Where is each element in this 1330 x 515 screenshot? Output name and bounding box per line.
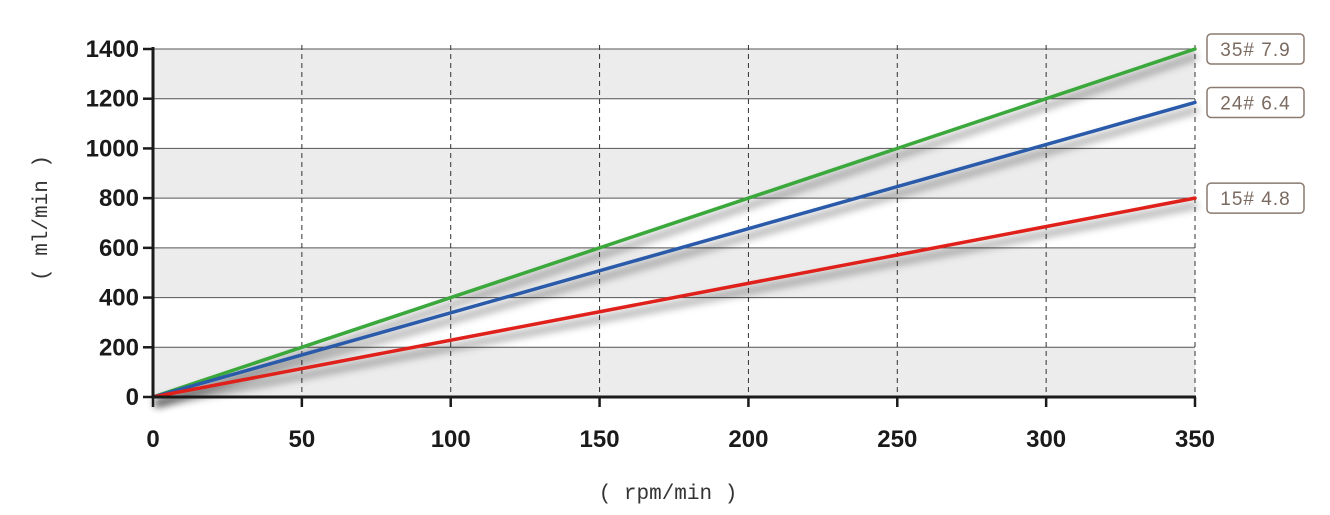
series-line-shadow: [154, 202, 1198, 407]
series-label-text: 15# 4.8: [1220, 189, 1290, 210]
y-tick-label: 1200: [86, 86, 139, 113]
x-axis-ticks: 0 50 100 150 200 250 300 350: [146, 397, 1215, 453]
y-tick-label: 600: [99, 235, 139, 262]
x-tick-label: 350: [1175, 426, 1215, 453]
x-tick-label: 150: [580, 426, 620, 453]
y-axis-ticks: 0 200 400 600 800 1000 1200 1400: [86, 36, 153, 411]
x-tick-label: 0: [146, 426, 159, 453]
series-label-box: [1206, 182, 1305, 214]
series-label: 15# 4.8: [1206, 182, 1305, 214]
y-tick-label: 800: [99, 185, 139, 212]
y-tick-label: 200: [99, 334, 139, 361]
y-tick-label: 1400: [86, 36, 139, 63]
series-line: [151, 47, 1197, 399]
x-axis-title: ( rpm/min ): [599, 483, 738, 506]
x-tick-label: 50: [289, 426, 316, 453]
y-tick-label: 1000: [86, 135, 139, 162]
x-tick-label: 300: [1026, 426, 1066, 453]
horizontal-gridlines: [153, 48, 1195, 348]
series-lines: [151, 47, 1197, 399]
series-label-box: [1206, 33, 1305, 65]
series-label: 35# 7.9: [1206, 33, 1305, 65]
axes: [151, 47, 1196, 399]
x-tick-label: 200: [728, 426, 768, 453]
x-tick-label: 250: [877, 426, 917, 453]
series-line: [151, 100, 1197, 399]
x-tick-label: 100: [431, 426, 471, 453]
series-line-shadow: [154, 106, 1198, 407]
series-line: [151, 196, 1197, 399]
series-label-text: 35# 7.9: [1220, 40, 1290, 61]
y-tick-label: 400: [99, 285, 139, 312]
background-bands: [153, 49, 1195, 397]
y-axis-title: ( ml/min ): [31, 155, 54, 281]
series-label-box: [1206, 86, 1305, 119]
background-band: [153, 49, 1195, 99]
series-label: 24# 6.4: [1206, 86, 1305, 119]
series-label-text: 24# 6.4: [1220, 93, 1290, 114]
y-tick-label: 0: [126, 384, 139, 411]
series-labels: 35# 7.9 24# 6.4 15# 4.8: [1206, 33, 1305, 214]
